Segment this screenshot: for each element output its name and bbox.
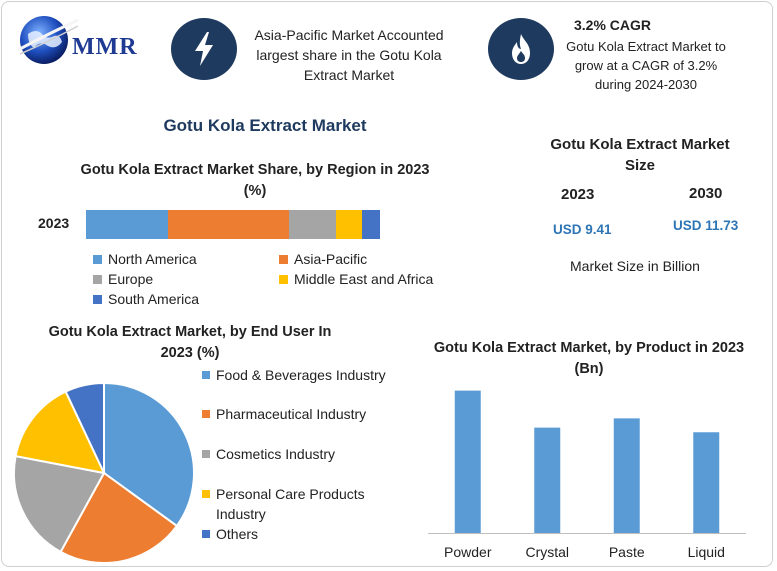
legend-swatch [202, 530, 210, 538]
legend-swatch [279, 274, 288, 284]
x-tick-label-crystal: Crystal [525, 544, 570, 560]
pie-slice-personal-care-products-industry [14, 390, 106, 475]
pie-legend-item-cosmetics: Cosmetics Industry [202, 444, 401, 464]
pie-slice-food-beverages-industry [103, 381, 195, 528]
lightning-icon [171, 18, 237, 80]
end-user-chart-title: Gotu Kola Extract Market, by End User In… [48, 324, 332, 361]
market-size-title: Gotu Kola Extract Market Size [550, 136, 730, 174]
legend-item-europe: Europe [93, 271, 153, 287]
market-size-value-2023: USD 9.41 [553, 222, 612, 237]
product-bar-chart [454, 390, 720, 534]
pie-slice-pharmaceutical-industry [59, 471, 179, 564]
market-size-year-2023: 2023 [561, 186, 595, 203]
bar-paste [613, 418, 640, 534]
x-tick-label-powder: Powder [444, 544, 492, 560]
pie-legend-item-pharma: Pharmaceutical Industry [202, 404, 401, 424]
x-axis-line [428, 533, 746, 534]
bar-segment-europe [288, 210, 336, 239]
region-chart-title: Gotu Kola Extract Market Share, by Regio… [80, 162, 430, 199]
pie-legend-item-food: Food & Beverages Industry [202, 365, 401, 385]
market-size-note: Market Size in Billion [570, 258, 700, 274]
region-highlight-text: Asia-Pacific Market Accounted largest sh… [254, 27, 444, 83]
flame-icon [488, 18, 554, 80]
legend-item-asia-pacific: Asia-Pacific [279, 251, 367, 267]
legend-label: Middle East and Africa [294, 271, 434, 287]
cagr-title: 3.2% CAGR [574, 17, 652, 33]
pie-slice-others [64, 381, 105, 474]
pie-slice-cosmetics-industry [13, 454, 106, 554]
market-size-note-text: Market Size in Billion [570, 258, 700, 274]
legend-item-north-america: North America [93, 251, 197, 267]
legend-swatch [93, 294, 102, 304]
region-bar-category-label: 2023 [38, 215, 70, 231]
brand-name: MMR [72, 34, 138, 60]
legend-label: Others [216, 526, 259, 542]
legend-swatch [93, 274, 102, 284]
x-tick-label-paste: Paste [608, 544, 645, 560]
legend-label: Europe [108, 271, 154, 287]
end-user-pie-chart [13, 381, 195, 564]
legend-swatch [202, 490, 210, 498]
globe-logo-icon [17, 16, 79, 64]
legend-label: Food & Beverages Industry [216, 367, 386, 383]
legend-swatch [93, 254, 102, 264]
legend-swatch [202, 410, 210, 418]
pie-legend-item-others: Others [202, 524, 401, 544]
legend-swatch [202, 450, 210, 458]
bar-crystal [534, 427, 561, 534]
legend-label: Pharmaceutical Industry [216, 406, 367, 422]
bar-segment-middle-east-and-africa [335, 210, 363, 239]
market-size-year-2030: 2030 [689, 185, 723, 202]
legend-item-south-america: South America [93, 291, 199, 307]
market-size-value-2030: USD 11.73 [673, 218, 739, 233]
bar-segment-asia-pacific [168, 210, 289, 239]
x-tick-label-liquid: Liquid [687, 544, 725, 560]
bar-segment-north-america [86, 210, 169, 239]
legend-label: Cosmetics Industry [216, 446, 336, 462]
legend-label: Personal Care Products Industry [216, 486, 365, 522]
legend-item-middle-east-africa: Middle East and Africa [279, 271, 433, 287]
legend-label: Asia-Pacific [294, 251, 368, 267]
region-stacked-bar [86, 210, 380, 239]
cagr-text: Gotu Kola Extract Market to grow at a CA… [566, 39, 726, 92]
legend-label: South America [108, 291, 200, 307]
legend-label: North America [108, 251, 197, 267]
product-chart-title: Gotu Kola Extract Market, by Product in … [433, 340, 745, 377]
legend-swatch [202, 371, 210, 379]
pie-legend-item-personal-care: Personal Care Products Industry [202, 484, 386, 524]
bar-segment-south-america [362, 210, 380, 239]
bar-liquid [693, 432, 720, 534]
bar-powder [454, 390, 481, 534]
legend-swatch [279, 254, 288, 264]
page-title: Gotu Kola Extract Market [163, 116, 367, 135]
